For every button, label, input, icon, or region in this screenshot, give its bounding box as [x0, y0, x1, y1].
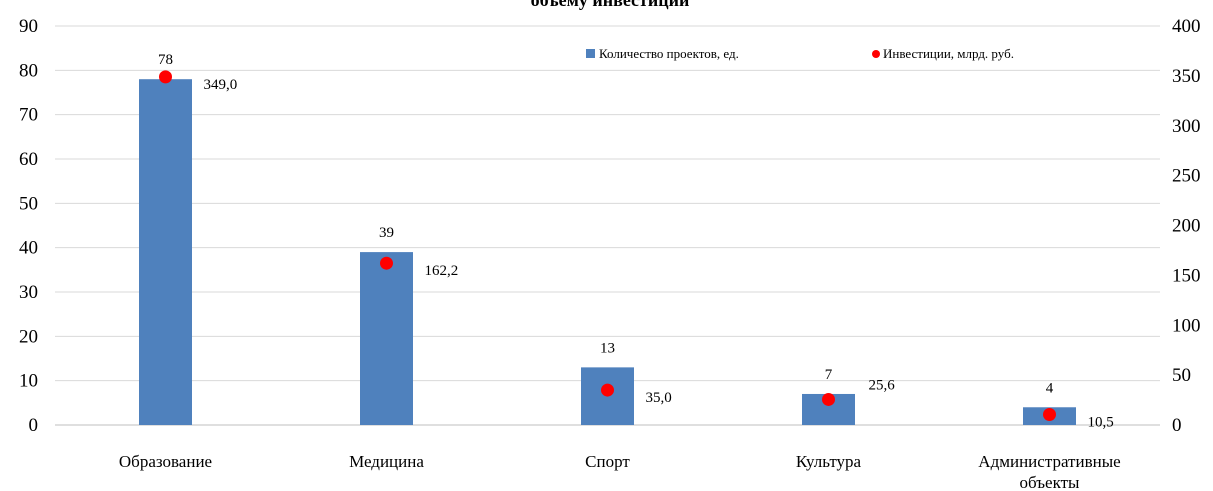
right-tick-label: 200 — [1172, 216, 1201, 237]
point-data-label: 25,6 — [869, 377, 896, 393]
point — [380, 256, 393, 270]
category-label-line: объекты — [1020, 473, 1081, 491]
left-tick-label: 90 — [19, 16, 38, 37]
legend-bar-label: Количество проектов, ед. — [599, 46, 739, 61]
category-label: Медицина — [349, 452, 424, 471]
point — [601, 383, 614, 397]
legend: Количество проектов, ед. Инвестиции, млр… — [586, 46, 1014, 61]
left-tick-label: 0 — [29, 415, 39, 436]
category-label: Образование — [119, 452, 212, 471]
bar — [360, 252, 413, 425]
point-data-label: 162,2 — [425, 263, 459, 279]
left-tick-label: 60 — [19, 149, 38, 170]
category-label-line: Административные — [978, 452, 1120, 471]
right-tick-label: 0 — [1172, 415, 1182, 436]
point-data-label: 349,0 — [204, 77, 238, 93]
bar — [139, 79, 192, 425]
category-label: Административные объекты — [978, 452, 1120, 491]
bar-data-label: 4 — [1046, 380, 1054, 396]
chart-title: объему инвестиций — [531, 0, 690, 10]
left-tick-label: 80 — [19, 60, 38, 81]
legend-point-label: Инвестиции, млрд. руб. — [883, 46, 1014, 61]
left-tick-label: 70 — [19, 105, 38, 126]
right-tick-label: 300 — [1172, 116, 1201, 137]
category-axis: Образование Медицина Спорт Культура Админист… — [119, 452, 1121, 491]
right-tick-label: 50 — [1172, 365, 1191, 386]
bar-data-label: 7 — [825, 367, 833, 383]
point — [822, 392, 835, 406]
point-series: 349,0 162,2 35,0 25,6 10,5 — [159, 70, 1114, 431]
left-tick-label: 20 — [19, 326, 38, 347]
right-tick-label: 250 — [1172, 166, 1201, 187]
point-data-label: 10,5 — [1088, 415, 1114, 431]
legend-bar-swatch — [586, 49, 595, 58]
legend-point-swatch — [872, 50, 880, 58]
left-tick-label: 30 — [19, 282, 38, 303]
right-tick-label: 150 — [1172, 265, 1201, 286]
point-data-label: 35,0 — [646, 390, 672, 406]
left-tick-label: 50 — [19, 193, 38, 214]
gridlines — [55, 25, 1160, 426]
bar-data-label: 78 — [158, 52, 173, 68]
right-tick-label: 350 — [1172, 66, 1201, 87]
left-axis: 0 10 20 30 40 50 60 70 80 90 — [19, 16, 38, 436]
left-tick-label: 40 — [19, 238, 38, 259]
right-axis: 0 50 100 150 200 250 300 350 400 — [1172, 16, 1201, 436]
category-label: Культура — [796, 452, 862, 471]
right-tick-label: 100 — [1172, 315, 1201, 336]
bar-data-label: 13 — [600, 340, 615, 356]
right-tick-label: 400 — [1172, 16, 1201, 37]
point — [159, 70, 172, 84]
bar-data-label: 39 — [379, 225, 394, 241]
left-tick-label: 10 — [19, 371, 38, 392]
point — [1043, 408, 1056, 422]
bar-series: 78 39 13 7 4 — [139, 52, 1076, 425]
category-label: Спорт — [585, 452, 630, 471]
